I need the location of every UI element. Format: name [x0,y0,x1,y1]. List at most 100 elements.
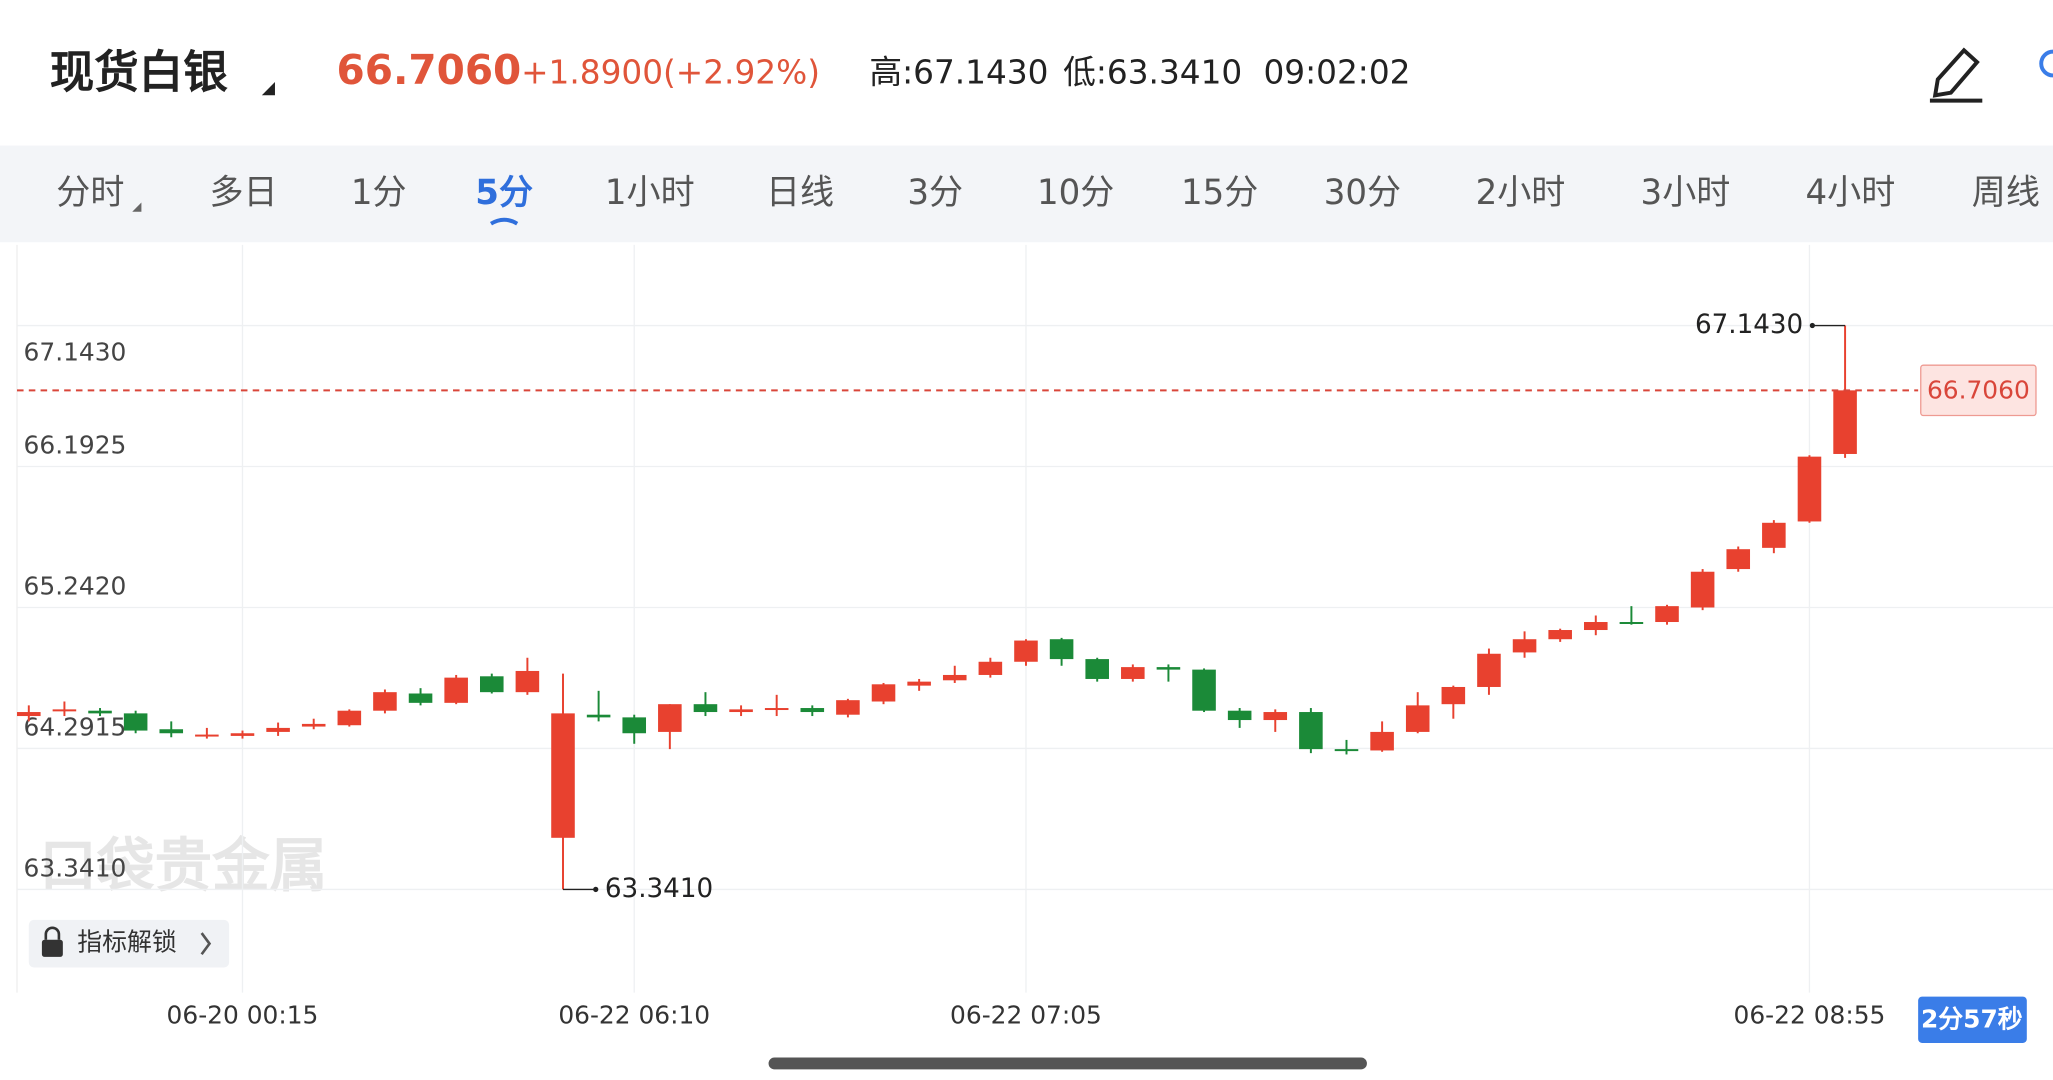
candle-body [1121,667,1145,679]
candle-body [1370,731,1394,751]
current-price-label: 66.7060 [1927,376,2030,405]
candle-body [1405,705,1430,732]
edit-icon[interactable] [1929,47,1983,103]
candle-body [1619,622,1644,624]
y-tick-label: 65.2420 [24,572,127,601]
tab[interactable]: 1小时 [605,173,695,213]
y-tick-label: 66.1925 [24,431,127,460]
candle-body [764,708,789,711]
indicator-button[interactable] [28,919,230,968]
candle-body [408,693,433,703]
tab[interactable]: 多日 [209,173,277,213]
candle-body [1263,712,1288,721]
candle-body [1227,710,1252,721]
candle-body [1049,639,1074,660]
tab[interactable]: 周线 [1972,173,2040,213]
candle-body [1299,712,1323,750]
candle-body [88,710,112,714]
candle-body [301,723,326,727]
x-tick-label: 06-22 07:05 [950,1000,1102,1029]
min-marker-dot [593,886,599,893]
candle-body [195,734,219,737]
current-price-box [1920,364,2037,417]
candle-body [1762,522,1786,548]
candle-body [444,677,468,703]
x-tick-label: 06-20 00:15 [167,1000,319,1029]
candle-body [1477,653,1501,687]
tab[interactable]: 5分 [475,173,533,213]
y-tick-label: 63.3410 [24,853,127,882]
tab-bar [0,145,2053,243]
lock-icon [41,926,63,957]
candle-body [800,708,825,713]
candle-body [1156,667,1181,670]
candle-body [479,676,504,693]
candle-body [1512,639,1537,653]
candle-body [337,710,362,726]
low: 低:63.3410 [1063,53,1242,92]
tab[interactable]: 分时 [56,173,124,213]
candle-body [1441,686,1466,705]
candle-body [1192,669,1216,711]
tab[interactable]: 3小时 [1641,173,1731,213]
chevron [200,932,212,956]
candle-body [266,727,290,732]
candle-body [230,733,255,736]
candle-body [52,709,77,712]
max-marker-label: 67.1430 [1695,310,1803,340]
candle-body [1833,390,1857,454]
candle-body [1085,659,1109,679]
candle-body [658,704,682,732]
candle-body [1690,571,1715,608]
candle-body [1655,606,1679,623]
tab[interactable]: 4小时 [1806,173,1896,213]
countdown-box [1918,996,2027,1043]
candle-body [871,684,896,702]
candle-body [159,729,184,734]
tab[interactable]: 3分 [907,173,963,213]
change: +1.8900(+2.92%) [521,53,820,92]
partial-icon[interactable] [2039,49,2053,78]
candle-body [693,704,718,713]
candle-body [942,674,967,681]
candle-body [1726,549,1751,570]
max-marker-dot [1809,322,1815,329]
candle-body [907,681,931,686]
tab[interactable]: 1分 [351,173,407,213]
candle-body [515,670,540,693]
x-tick-label: 06-22 06:10 [558,1000,710,1029]
tab[interactable]: 30分 [1324,173,1401,213]
candle-body [1014,640,1038,662]
countdown: 2分57秒 [1921,1004,2023,1033]
indicator-button-label[interactable]: 指标解锁 [77,928,176,957]
y-tick-label: 67.1430 [24,337,127,366]
active-indicator [489,217,519,226]
home-indicator[interactable] [768,1057,1367,1070]
candle-body [729,709,753,713]
min-marker-label: 63.3410 [605,874,713,904]
symbol[interactable]: 现货白银 [50,45,228,98]
candle-body [622,717,647,734]
x-tick-label: 06-22 08:55 [1734,1000,1886,1029]
candle-body [1797,456,1822,522]
candle-body [586,714,611,718]
tab[interactable]: 日线 [766,173,834,213]
candle-body [373,692,397,711]
watermark: 口袋贵金属 [39,831,327,899]
tab[interactable]: 15分 [1181,173,1258,213]
high: 高:67.1430 [869,53,1048,92]
y-tick-label: 64.2915 [24,713,127,742]
tab[interactable]: 10分 [1037,173,1114,213]
candle-body [123,713,148,731]
candle-body [1334,749,1359,752]
time: 09:02:02 [1263,53,1410,92]
candle-body [836,700,860,715]
candle-body [551,713,575,838]
price: 66.7060 [336,46,521,94]
tab[interactable]: 2小时 [1476,173,1566,213]
candle-body [1584,622,1608,631]
candle-body [17,712,41,717]
candle-body [1548,630,1572,640]
